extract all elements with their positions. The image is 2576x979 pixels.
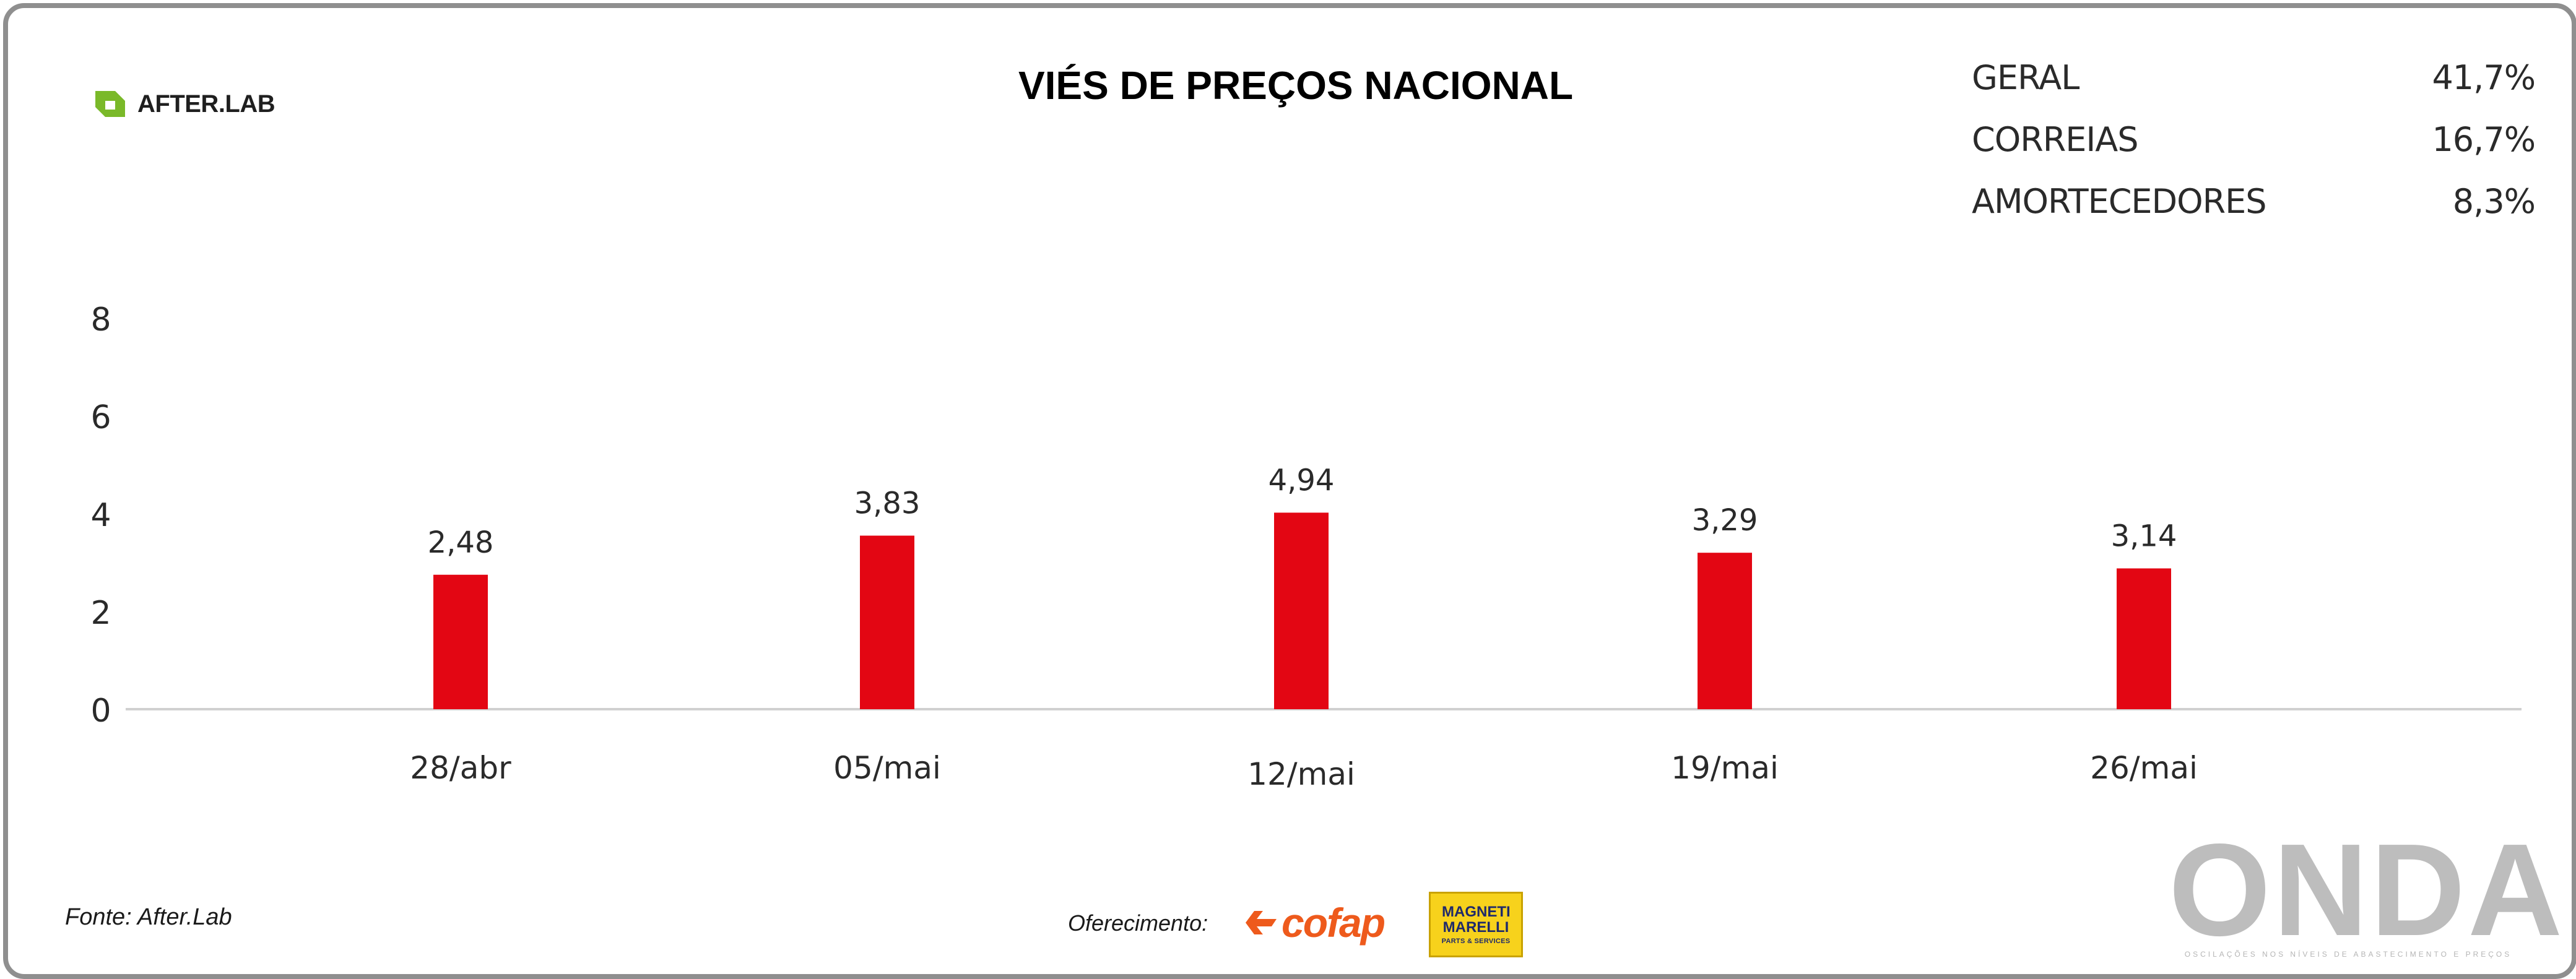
onda-tagline: OSCILAÇÕES NOS NÍVEIS DE ABASTECIMENTO E… bbox=[2184, 950, 2512, 959]
magneti-marelli-subtitle: PARTS & SERVICES bbox=[1441, 938, 1511, 945]
y-tick-label: 8 bbox=[90, 301, 111, 339]
data-label: 4,94 bbox=[1268, 463, 1335, 498]
data-label: 2,48 bbox=[428, 525, 494, 560]
bar bbox=[433, 574, 488, 709]
cofap-icon bbox=[1246, 911, 1277, 934]
data-label: 3,83 bbox=[854, 486, 921, 521]
bar-chart: 0 2 4 6 8 2,48 28/abr 3,83 05/mai 4,94 12/mai 3,29 1… bbox=[90, 301, 2522, 792]
y-tick-label: 4 bbox=[90, 497, 111, 534]
onda-wordmark: ONDA bbox=[2169, 816, 2565, 963]
y-tick-label: 2 bbox=[90, 595, 111, 632]
x-tick-label: 12/mai bbox=[1247, 756, 1355, 792]
onda-logo: ONDA OSCILAÇÕES NOS NÍVEIS DE ABASTECIME… bbox=[2169, 816, 2565, 963]
magneti-marelli-logo: MAGNETI MARELLI PARTS & SERVICES bbox=[1429, 892, 1523, 957]
bar bbox=[1274, 512, 1329, 709]
afterlab-logo: AFTER.LAB bbox=[90, 87, 275, 121]
summary-value: 41,7% bbox=[2432, 58, 2536, 97]
summary-label: GERAL bbox=[1972, 58, 2079, 97]
bar bbox=[2117, 568, 2171, 709]
x-tick-label: 05/mai bbox=[833, 750, 941, 786]
summary-table: GERAL 41,7% CORREIAS 16,7% AMORTECEDORES… bbox=[1972, 46, 2536, 232]
source-note: Fonte: After.Lab bbox=[65, 904, 232, 930]
cofap-logo-text: cofap bbox=[1281, 900, 1386, 946]
chart-frame: AFTER.LAB VIÉS DE PREÇOS NACIONAL GERAL … bbox=[3, 3, 2576, 979]
chart-title: VIÉS DE PREÇOS NACIONAL bbox=[1018, 63, 1574, 108]
cofap-logo: cofap bbox=[1243, 899, 1386, 946]
y-tick-label: 0 bbox=[90, 692, 111, 730]
y-tick-label: 6 bbox=[90, 399, 111, 436]
bar bbox=[860, 535, 914, 709]
data-label: 3,29 bbox=[1692, 503, 1758, 538]
summary-label: AMORTECEDORES bbox=[1972, 181, 2267, 221]
magneti-marelli-name: MAGNETI MARELLI bbox=[1442, 904, 1511, 936]
sponsor-label: Oferecimento: bbox=[1068, 910, 1208, 936]
x-tick-label: 19/mai bbox=[1671, 750, 1779, 786]
x-tick-label: 28/abr bbox=[410, 750, 511, 786]
afterlab-icon bbox=[95, 91, 125, 117]
summary-row: GERAL 41,7% bbox=[1972, 46, 2536, 108]
bar bbox=[1698, 553, 1752, 709]
summary-row: AMORTECEDORES 8,3% bbox=[1972, 170, 2536, 232]
afterlab-logo-text: AFTER.LAB bbox=[137, 90, 275, 118]
summary-value: 16,7% bbox=[2432, 119, 2536, 159]
x-tick-label: 26/mai bbox=[2090, 750, 2198, 786]
summary-row: CORREIAS 16,7% bbox=[1972, 108, 2536, 170]
summary-value: 8,3% bbox=[2452, 181, 2536, 221]
summary-label: CORREIAS bbox=[1972, 119, 2139, 159]
data-label: 3,14 bbox=[2111, 519, 2177, 553]
